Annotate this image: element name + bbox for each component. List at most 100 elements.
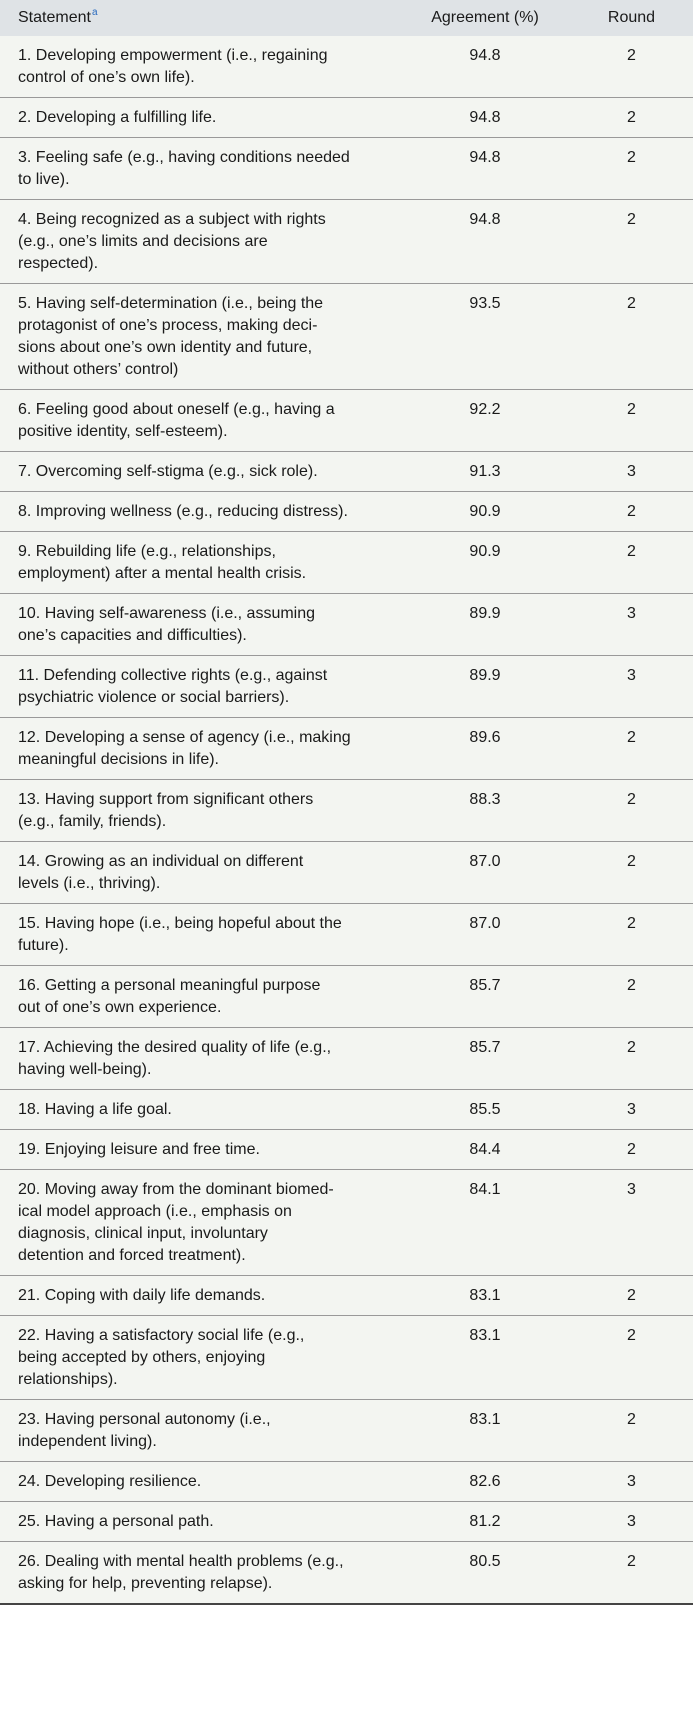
- statement-cell: 6. Feeling good about oneself (e.g., hav…: [0, 390, 400, 452]
- statement-cell: 12. Developing a sense of agency (i.e., …: [0, 718, 400, 780]
- statement-line: ical model approach (i.e., emphasis on: [18, 1203, 292, 1220]
- statement-line: 12. Developing a sense of agency (i.e., …: [18, 729, 351, 746]
- statement-line: 4. Being recognized as a subject with ri…: [18, 211, 326, 228]
- round-cell: 3: [627, 1513, 636, 1530]
- statement-line: sions about one’s own identity and futur…: [18, 339, 313, 356]
- statement-line: 9. Rebuilding life (e.g., relationships,: [18, 543, 276, 560]
- statement-line: 3. Feeling safe (e.g., having conditions…: [18, 149, 350, 166]
- footnote-marker-a[interactable]: a: [91, 7, 98, 18]
- statement-line: 5. Having self-determination (i.e., bein…: [18, 295, 324, 312]
- statement-line: independent living).: [18, 1433, 157, 1450]
- statement-cell: 22. Having a satisfactory social life (e…: [0, 1316, 400, 1400]
- table-row: 21. Coping with daily life demands. 83.1 2: [0, 1275, 693, 1316]
- agreement-cell: 89.6: [469, 729, 501, 746]
- agreement-cell: 90.9: [469, 503, 501, 520]
- statement-line: 13. Having support from significant othe…: [18, 791, 314, 808]
- agreement-cell: 81.2: [469, 1513, 501, 1530]
- round-cell: 2: [627, 1327, 636, 1344]
- agreement-cell: 82.6: [469, 1473, 501, 1490]
- header-statement-label: Statement: [18, 9, 91, 26]
- agreement-cell: 93.5: [469, 295, 501, 312]
- statement-line: positive identity, self-esteem).: [18, 423, 228, 440]
- round-cell: 3: [627, 463, 636, 480]
- header-agreement: Agreement (%): [431, 9, 539, 26]
- agreement-cell: 90.9: [469, 543, 501, 560]
- statement-line: 26. Dealing with mental health problems …: [18, 1553, 344, 1570]
- statement-line: 23. Having personal autonomy (i.e.,: [18, 1411, 271, 1428]
- table-header: Statementa Agreement (%) Round: [0, 0, 693, 36]
- statement-cell: 16. Getting a personal meaningful purpos…: [0, 966, 400, 1028]
- statement-line: 14. Growing as an individual on differen…: [18, 853, 304, 870]
- statement-line: 16. Getting a personal meaningful purpos…: [18, 977, 321, 994]
- statement-cell: 21. Coping with daily life demands.: [0, 1276, 400, 1316]
- agreement-cell: 88.3: [469, 791, 501, 808]
- statement-cell: 23. Having personal autonomy (i.e., indep…: [0, 1400, 400, 1462]
- agreement-cell: 91.3: [469, 463, 501, 480]
- statement-line: asking for help, preventing relapse).: [18, 1575, 273, 1592]
- statement-line: protagonist of one’s process, making dec…: [18, 317, 318, 334]
- table-row: 4. Being recognized as a subject with ri…: [0, 199, 693, 284]
- table-row: 10. Having self-awareness (i.e., assumin…: [0, 593, 693, 656]
- agreement-cell: 89.9: [469, 667, 501, 684]
- agreement-cell: 89.9: [469, 605, 501, 622]
- statement-line: to live).: [18, 171, 70, 188]
- statement-line: having well-being).: [18, 1061, 152, 1078]
- statement-line: without others’ control): [18, 361, 179, 378]
- round-cell: 2: [627, 977, 636, 994]
- statement-line: employment) after a mental health crisis…: [18, 565, 307, 582]
- statement-line: out of one’s own experience.: [18, 999, 222, 1016]
- statement-line: 1. Developing empowerment (i.e., regaini…: [18, 47, 328, 64]
- table-row: 8. Improving wellness (e.g., reducing di…: [0, 491, 693, 532]
- table-row: 20. Moving away from the dominant biomed…: [0, 1169, 693, 1276]
- agreement-cell: 87.0: [469, 915, 501, 932]
- statement-line: (e.g., family, friends).: [18, 813, 167, 830]
- statement-line: 8. Improving wellness (e.g., reducing di…: [18, 503, 348, 520]
- statement-cell: 13. Having support from significant othe…: [0, 780, 400, 842]
- round-cell: 2: [627, 109, 636, 126]
- agreement-cell: 84.1: [469, 1181, 501, 1198]
- statement-cell: 4. Being recognized as a subject with ri…: [0, 200, 400, 284]
- statement-line: respected).: [18, 255, 99, 272]
- statement-line: 6. Feeling good about oneself (e.g., hav…: [18, 401, 335, 418]
- agreement-cell: 83.1: [469, 1411, 501, 1428]
- round-cell: 2: [627, 1287, 636, 1304]
- table-body: 1. Developing empowerment (i.e., regaini…: [0, 36, 693, 1604]
- statement-line: psychiatric violence or social barriers)…: [18, 689, 290, 706]
- table-row: 12. Developing a sense of agency (i.e., …: [0, 717, 693, 780]
- statement-cell: 14. Growing as an individual on differen…: [0, 842, 400, 904]
- header-statement: Statementa: [0, 0, 400, 36]
- round-cell: 2: [627, 853, 636, 870]
- statements-table-container: Statementa Agreement (%) Round 1. Develo…: [0, 0, 693, 1604]
- statement-cell: 5. Having self-determination (i.e., bein…: [0, 284, 400, 390]
- statement-line: 2. Developing a fulfilling life.: [18, 109, 217, 126]
- table-row: 1. Developing empowerment (i.e., regaini…: [0, 36, 693, 98]
- agreement-cell: 83.1: [469, 1287, 501, 1304]
- table-row: 14. Growing as an individual on differen…: [0, 841, 693, 904]
- statement-cell: 7. Overcoming self-stigma (e.g., sick ro…: [0, 452, 400, 492]
- round-cell: 3: [627, 1181, 636, 1198]
- table-row: 19. Enjoying leisure and free time. 84.4 2: [0, 1129, 693, 1170]
- table-row: 24. Developing resilience. 82.6 3: [0, 1461, 693, 1502]
- agreement-cell: 94.8: [469, 109, 501, 126]
- statement-line: 25. Having a personal path.: [18, 1513, 214, 1530]
- statement-line: detention and forced treatment).: [18, 1247, 246, 1264]
- statement-line: levels (i.e., thriving).: [18, 875, 161, 892]
- statement-line: 7. Overcoming self-stigma (e.g., sick ro…: [18, 463, 318, 480]
- statement-cell: 10. Having self-awareness (i.e., assumin…: [0, 594, 400, 656]
- statement-line: 19. Enjoying leisure and free time.: [18, 1141, 260, 1158]
- statement-line: 15. Having hope (i.e., being hopeful abo…: [18, 915, 342, 932]
- round-cell: 2: [627, 47, 636, 64]
- table-row: 18. Having a life goal. 85.5 3: [0, 1089, 693, 1130]
- round-cell: 2: [627, 791, 636, 808]
- round-cell: 2: [627, 543, 636, 560]
- statement-line: relationships).: [18, 1371, 118, 1388]
- statement-line: meaningful decisions in life).: [18, 751, 219, 768]
- table-row: 13. Having support from significant othe…: [0, 779, 693, 842]
- agreement-cell: 80.5: [469, 1553, 501, 1570]
- table-row: 5. Having self-determination (i.e., bein…: [0, 283, 693, 390]
- table-row: 7. Overcoming self-stigma (e.g., sick ro…: [0, 451, 693, 492]
- table-row: 17. Achieving the desired quality of lif…: [0, 1027, 693, 1090]
- round-cell: 3: [627, 667, 636, 684]
- round-cell: 2: [627, 1411, 636, 1428]
- round-cell: 2: [627, 211, 636, 228]
